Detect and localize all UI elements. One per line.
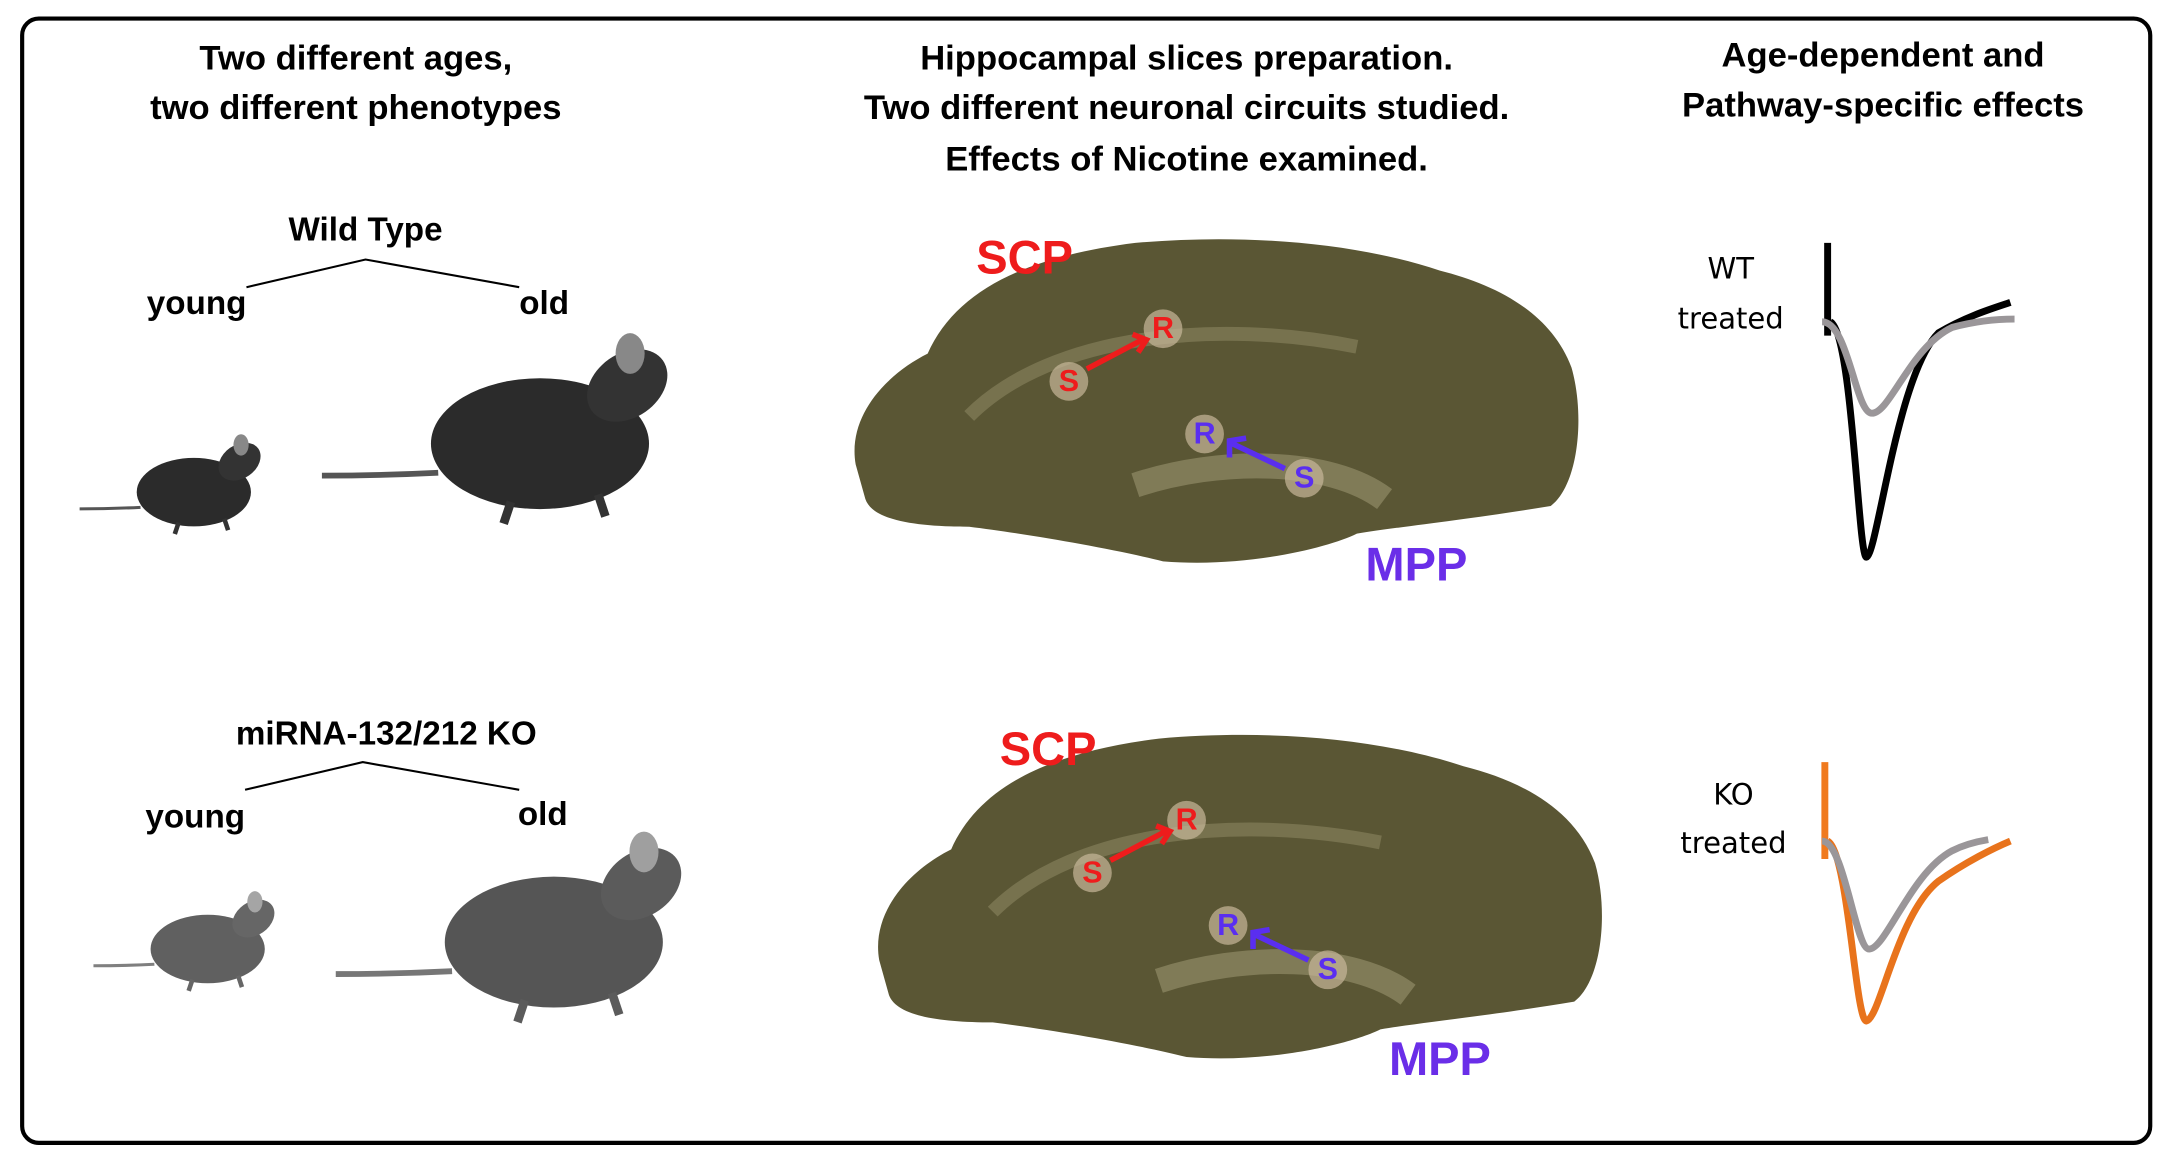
pathway-label: SCP — [976, 230, 1073, 283]
rec-label: R — [1176, 803, 1198, 837]
age-label: old — [519, 285, 569, 322]
rec-label: R — [1194, 416, 1216, 450]
trace-treated — [1820, 836, 1989, 953]
stim-label: S — [1059, 364, 1079, 398]
trace-label: treated — [1680, 826, 1786, 860]
column-title: Age-dependent and — [1721, 37, 2044, 75]
trace-label: KO — [1713, 778, 1753, 812]
old-mouse — [336, 832, 695, 1022]
column-title: Pathway-specific effects — [1682, 86, 2084, 124]
branch — [246, 258, 520, 289]
trace-treated — [1821, 315, 2015, 417]
column-title: Effects of Nicotine examined. — [945, 140, 1428, 178]
trace-label: treated — [1678, 301, 1784, 335]
column-title: Two different ages, — [199, 39, 512, 77]
trace-label: WT — [1707, 252, 1754, 286]
row: Wild Type young old SCP MPP S R R S WT t… — [80, 212, 2015, 591]
column-title: Hippocampal slices preparation. — [920, 39, 1453, 77]
young-mouse — [93, 891, 281, 991]
rec-label: R — [1152, 311, 1174, 345]
genotype: Wild Type — [288, 212, 442, 249]
pathway-label: MPP — [1389, 1032, 1491, 1085]
branch — [244, 761, 520, 791]
pathway-label: MPP — [1365, 538, 1467, 591]
age-label: young — [147, 285, 247, 322]
stim-label: S — [1082, 855, 1102, 889]
trace-control — [1825, 837, 2012, 1025]
hippocampal-slice — [878, 734, 1602, 1059]
column-title: Two different neuronal circuits studied. — [864, 89, 1509, 127]
trace-control — [1827, 299, 2012, 561]
pathway-label: SCP — [1000, 722, 1097, 775]
stim-label: S — [1318, 952, 1338, 986]
age-label: old — [518, 796, 568, 833]
genotype: miRNA-132/212 KO — [236, 716, 537, 753]
column-title: two different phenotypes — [150, 89, 561, 127]
age-label: young — [145, 799, 245, 836]
row: miRNA-132/212 KO young old SCP MPP S R R… — [93, 716, 2012, 1085]
rec-label: R — [1217, 908, 1239, 942]
stim-label: S — [1294, 461, 1314, 495]
young-mouse — [80, 434, 268, 534]
old-mouse — [322, 333, 681, 523]
frame — [20, 16, 2153, 1145]
hippocampal-slice — [854, 239, 1579, 563]
